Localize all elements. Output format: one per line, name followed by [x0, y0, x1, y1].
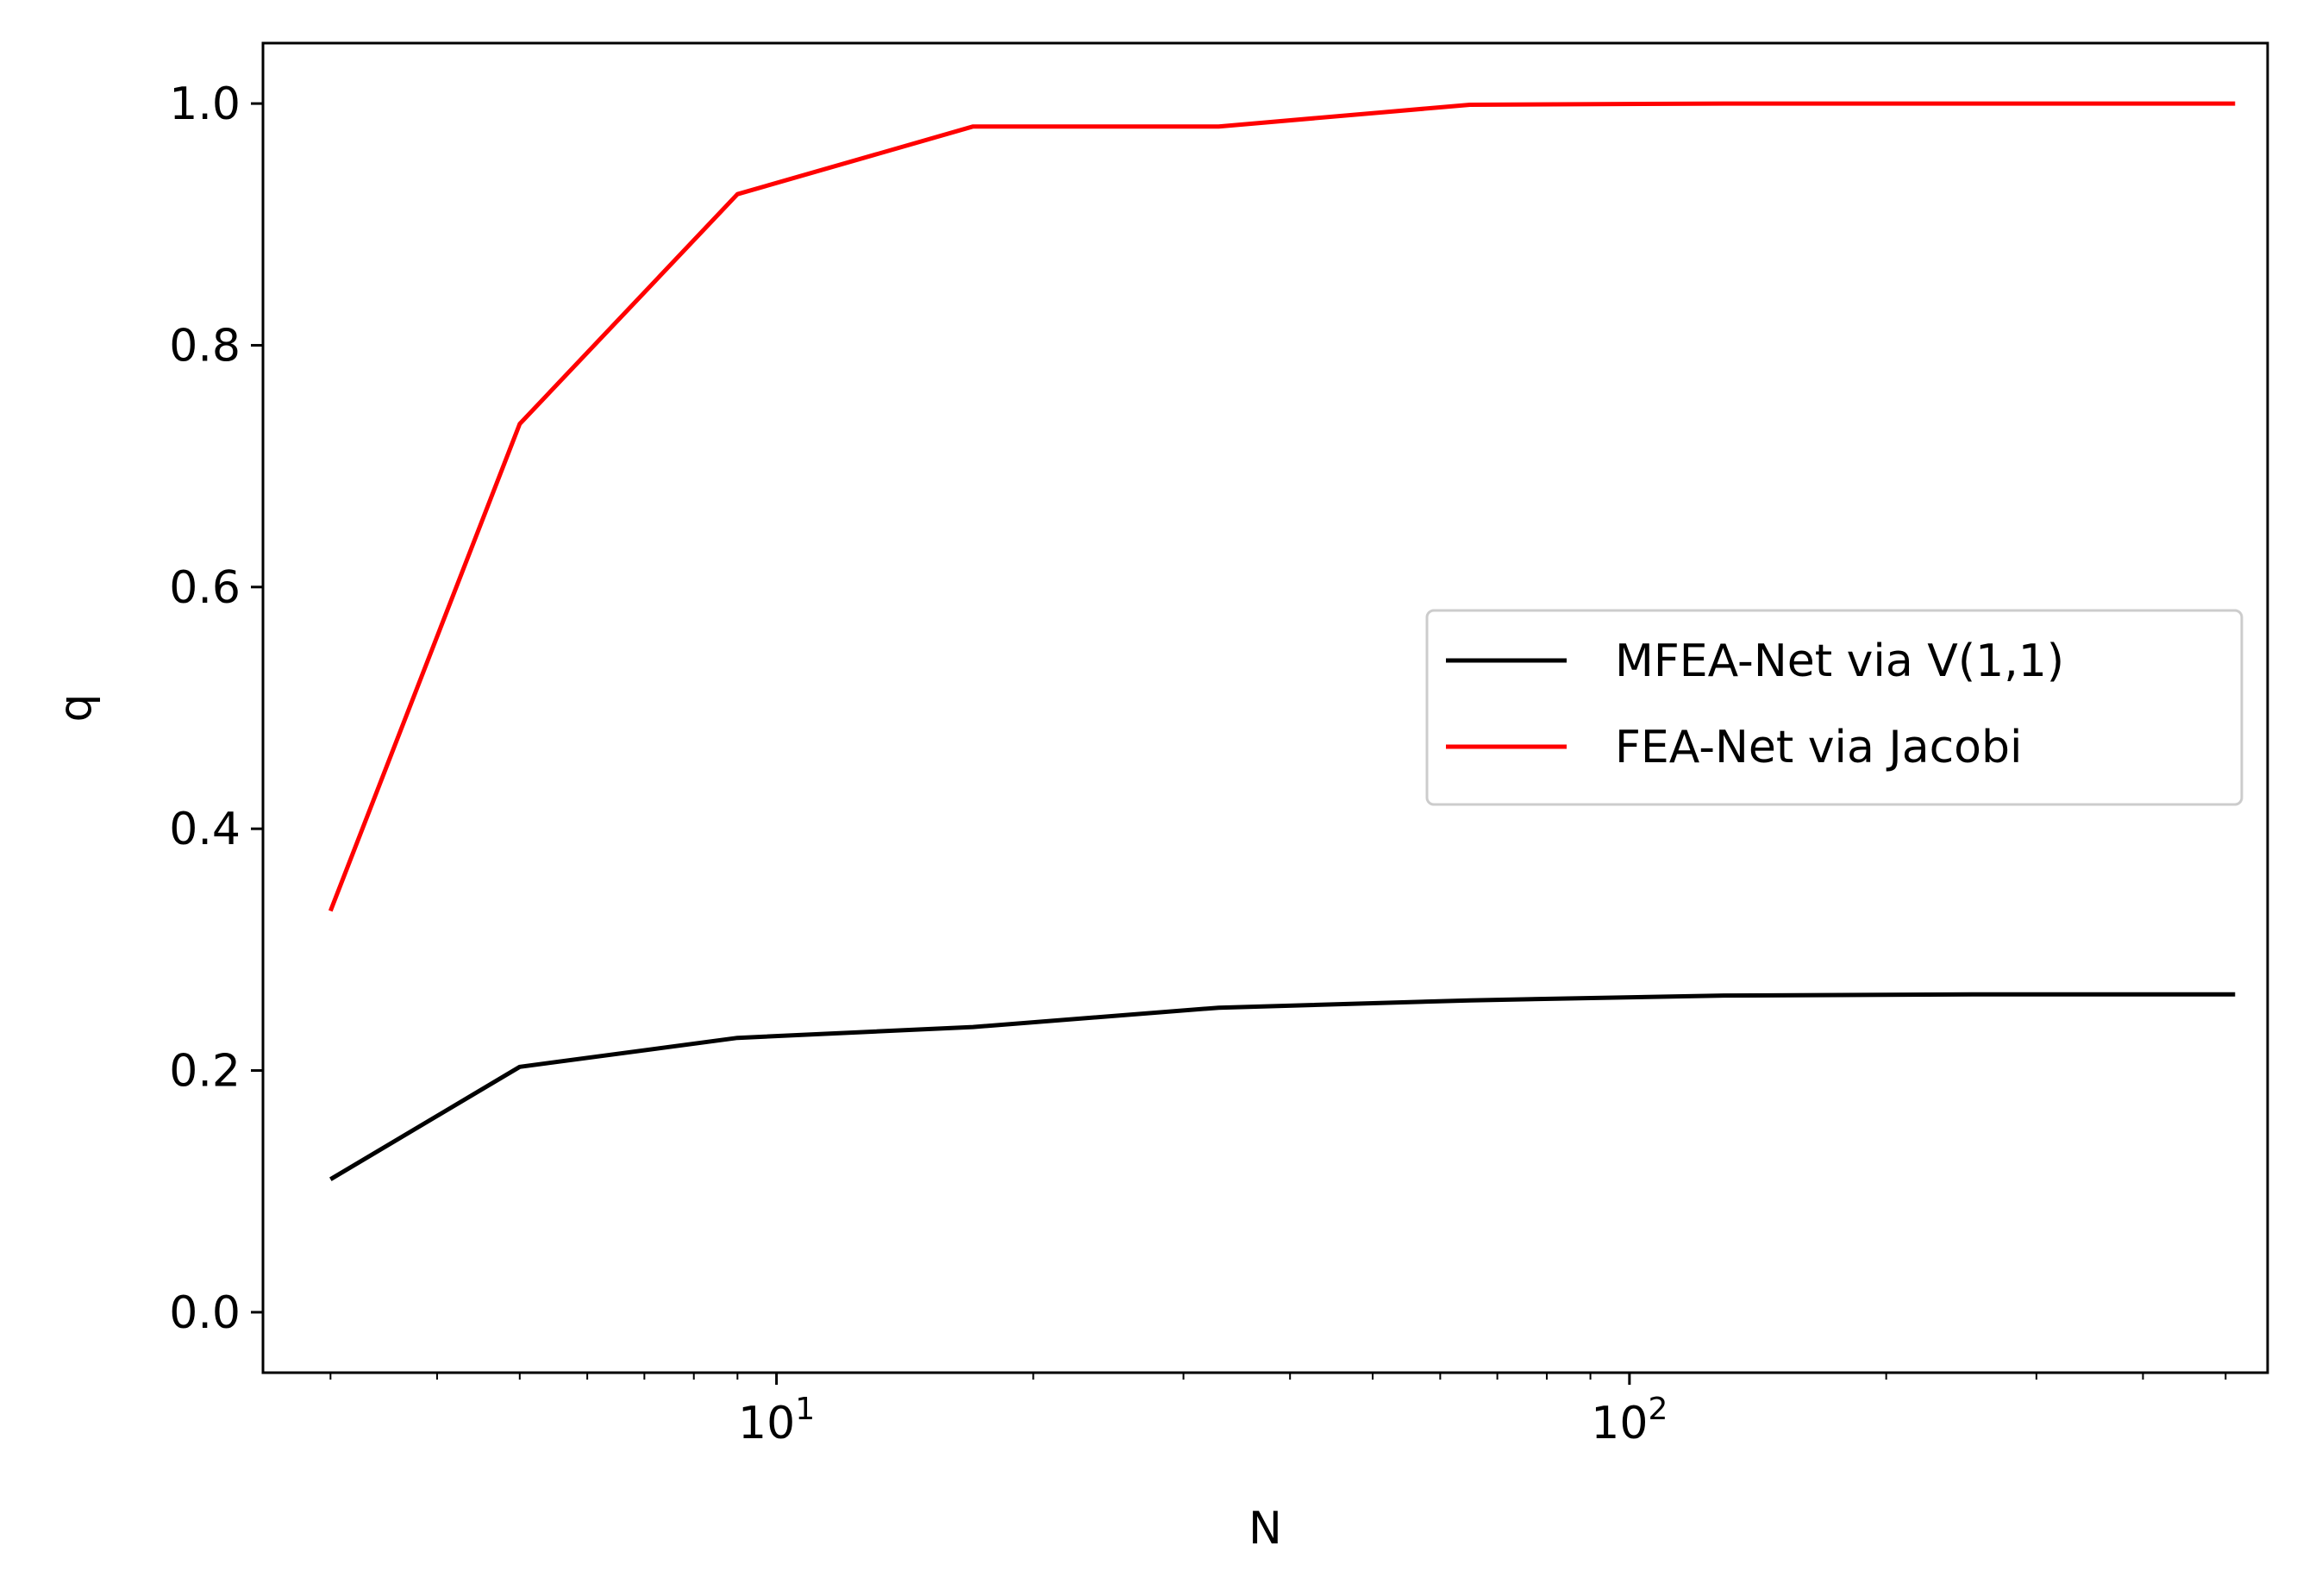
- y-tick-label: 0.8: [169, 320, 241, 372]
- x-tick-label: 101: [738, 1392, 815, 1449]
- y-tick-label: 0.0: [169, 1287, 241, 1339]
- plot-area: [261, 41, 2269, 1374]
- y-tick-label: 1.0: [169, 78, 241, 130]
- x-axis: 101 102: [329, 1373, 2227, 1449]
- legend-label: MFEA-Net via V(1,1): [1615, 635, 2064, 687]
- legend: MFEA-Net via V(1,1) FEA-Net via Jacobi: [1425, 609, 2243, 806]
- y-axis: 0.0 0.2 0.4 0.6 0.8 1.0: [169, 78, 263, 1339]
- x-tick-label: 102: [1591, 1392, 1668, 1449]
- legend-label: FEA-Net via Jacobi: [1615, 722, 2022, 773]
- series-line-1: [329, 992, 2236, 1181]
- legend-box: [1425, 609, 2243, 806]
- x-axis-label: N: [1248, 1503, 1282, 1555]
- series-line-2: [328, 101, 2236, 912]
- series-lines: [328, 101, 2236, 1181]
- y-tick-label: 0.2: [169, 1046, 241, 1098]
- axes-frame: [261, 41, 2269, 1374]
- y-axis-label: q: [50, 693, 102, 722]
- y-tick-label: 0.6: [169, 562, 241, 614]
- y-tick-label: 0.4: [169, 804, 241, 855]
